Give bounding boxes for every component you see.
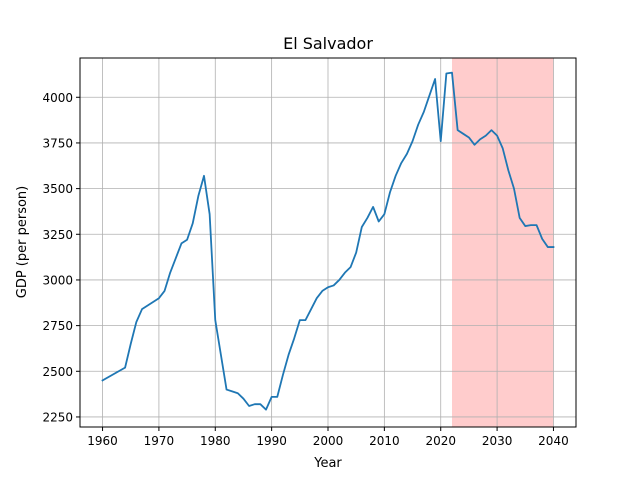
y-tick-label: 2750 <box>42 319 73 333</box>
forecast-highlight <box>452 58 554 427</box>
x-tick-label: 2040 <box>538 434 569 448</box>
y-tick-label: 3250 <box>42 228 73 242</box>
x-tick-label: 1970 <box>144 434 175 448</box>
y-tick-label: 3000 <box>42 273 73 287</box>
y-tick-label: 2250 <box>42 410 73 424</box>
x-tick-label: 2030 <box>482 434 513 448</box>
gdp-series-line <box>101 71 555 411</box>
series-layer <box>101 71 555 411</box>
x-tick-label: 1990 <box>256 434 287 448</box>
y-tick-label: 3750 <box>42 136 73 150</box>
x-axis-label: Year <box>313 456 342 471</box>
x-tick-label: 2010 <box>369 434 400 448</box>
x-tick-label: 1960 <box>87 434 118 448</box>
x-tick-label: 1980 <box>200 434 231 448</box>
x-axis-ticks: 1960 1970 1980 1990 2000 2010 2020 2030 2040 <box>87 427 569 448</box>
y-tick-label: 2500 <box>42 365 73 379</box>
y-tick-label: 4000 <box>42 91 73 105</box>
y-axis-label: GDP (per person) <box>15 186 30 299</box>
forecast-region <box>452 58 554 427</box>
y-axis-ticks: 2250 2500 2750 3000 3250 3500 3750 4000 <box>42 91 80 424</box>
x-tick-label: 2000 <box>313 434 344 448</box>
y-tick-label: 3500 <box>42 182 73 196</box>
x-tick-label: 2020 <box>425 434 456 448</box>
chart-title: El Salvador <box>283 34 373 53</box>
grid-lines <box>80 58 576 427</box>
